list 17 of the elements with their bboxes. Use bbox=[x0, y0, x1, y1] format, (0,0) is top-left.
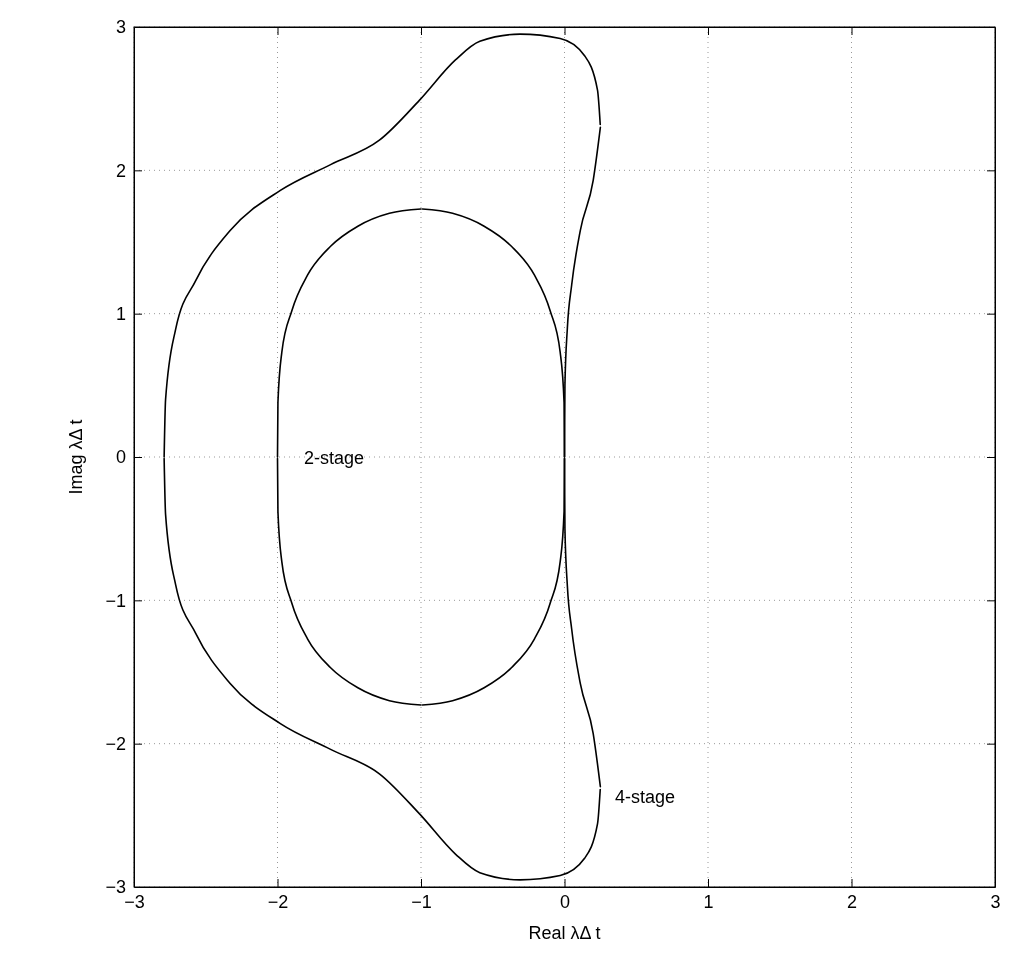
y-tick-label: 1 bbox=[115, 303, 126, 324]
x-axis-title: Real λΔ t bbox=[528, 923, 601, 943]
y-tick-label: 3 bbox=[115, 17, 126, 38]
x-tick-label: −2 bbox=[267, 891, 289, 912]
x-tick-label: 2 bbox=[846, 891, 858, 912]
y-axis-title: Imag λΔ t bbox=[66, 419, 86, 495]
x-tick-label: 3 bbox=[990, 891, 1001, 912]
y-tick-label: −2 bbox=[105, 733, 126, 754]
annotation: 4-stage bbox=[615, 787, 676, 808]
y-tick-label: −1 bbox=[105, 590, 126, 611]
x-tick-label: −1 bbox=[411, 891, 432, 912]
x-tick-label: 0 bbox=[559, 891, 571, 912]
x-tick-label: 1 bbox=[703, 891, 714, 912]
y-tick-label: 0 bbox=[115, 447, 126, 468]
y-tick-label: −3 bbox=[105, 877, 126, 898]
annotation: 2-stage bbox=[304, 448, 365, 469]
y-tick-label: 2 bbox=[115, 160, 126, 181]
